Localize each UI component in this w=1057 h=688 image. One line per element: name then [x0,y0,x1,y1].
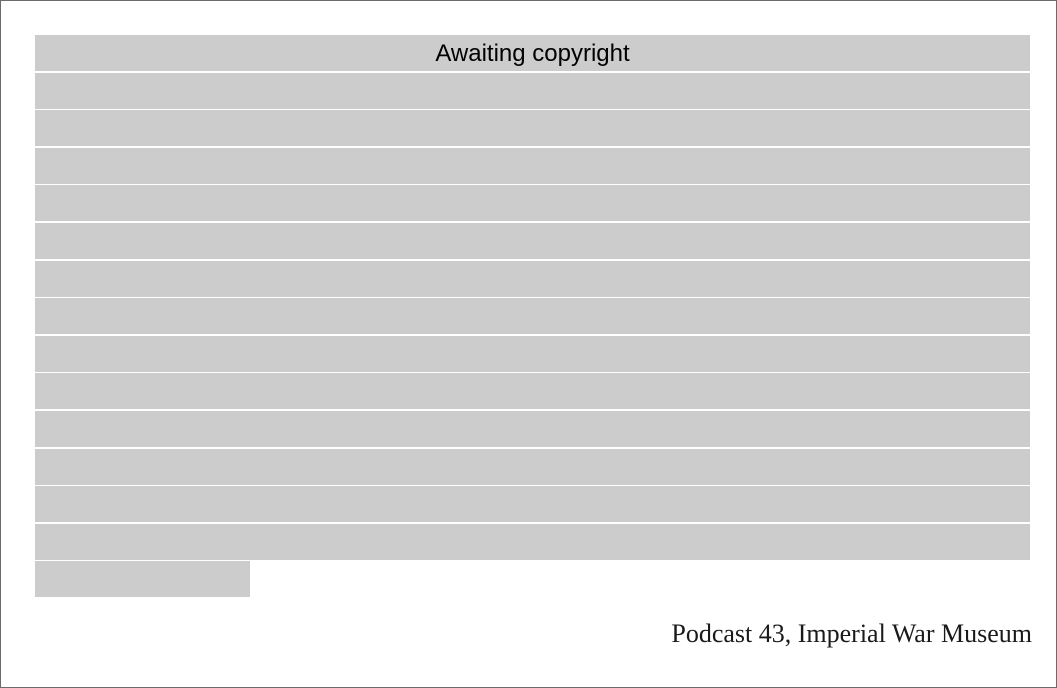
redaction-bar [35,373,1030,410]
redaction-bar [35,147,1030,184]
redaction-bar [35,260,1030,297]
source-citation: Podcast 43, Imperial War Museum [671,619,1032,648]
redaction-bar [35,523,1030,560]
copyright-notice: Awaiting copyright [435,40,630,67]
redaction-bar [35,110,1030,147]
redaction-bar [35,222,1030,259]
redacted-text-block: Awaiting copyright [35,35,1030,598]
redaction-bar [35,185,1030,222]
redaction-bar [35,448,1030,485]
redaction-bar [35,298,1030,335]
redaction-bar [35,410,1030,447]
redaction-bar-last [35,561,250,598]
redaction-bar [35,486,1030,523]
redaction-bar: Awaiting copyright [35,35,1030,71]
redaction-bar [35,335,1030,372]
redaction-bar [35,72,1030,109]
